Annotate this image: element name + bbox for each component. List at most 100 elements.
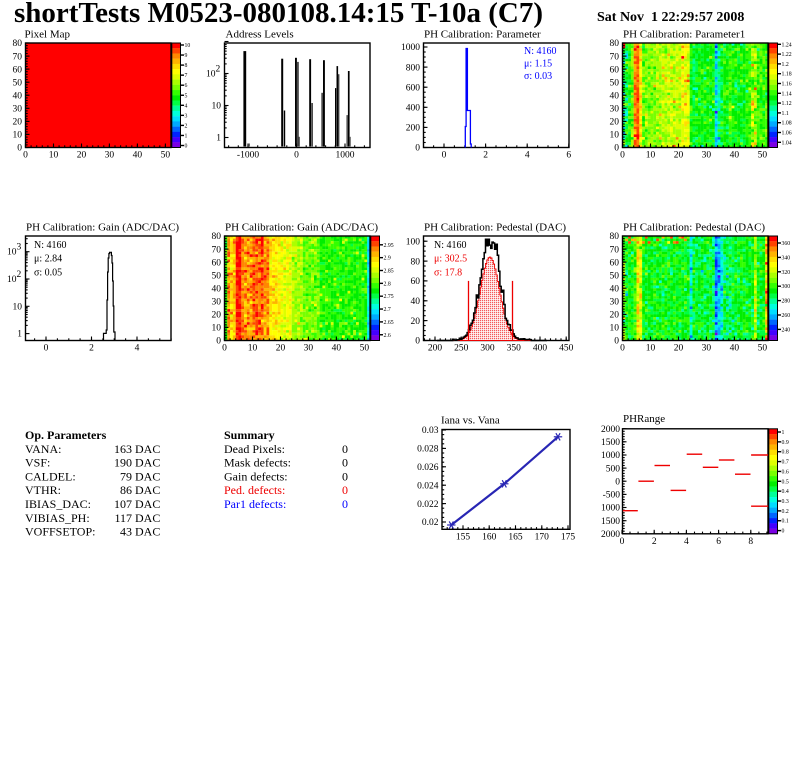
svg-text:0: 0 xyxy=(23,151,28,161)
svg-text:30: 30 xyxy=(105,151,115,161)
svg-text:PH Calibration: Gain (ADC/DAC): PH Calibration: Gain (ADC/DAC) xyxy=(26,222,179,234)
svg-text:30: 30 xyxy=(304,344,314,354)
svg-text:4: 4 xyxy=(185,103,188,109)
svg-text:20: 20 xyxy=(212,311,222,321)
svg-text:200: 200 xyxy=(428,344,443,354)
svg-text:7: 7 xyxy=(185,73,188,79)
svg-text:2: 2 xyxy=(185,123,188,129)
svg-text:50: 50 xyxy=(13,78,23,88)
svg-text:4: 4 xyxy=(135,344,140,354)
svg-text:80: 80 xyxy=(411,257,421,267)
svg-text:1000: 1000 xyxy=(401,43,420,53)
svg-text:250: 250 xyxy=(454,344,469,354)
svg-text:40: 40 xyxy=(13,92,23,102)
svg-text:350: 350 xyxy=(507,344,522,354)
svg-text:3: 3 xyxy=(185,113,188,119)
svg-text:20: 20 xyxy=(276,344,286,354)
svg-text:70: 70 xyxy=(13,52,23,62)
svg-text:50: 50 xyxy=(758,151,768,161)
svg-text:70: 70 xyxy=(610,52,620,62)
svg-text:40: 40 xyxy=(332,344,342,354)
svg-text:5: 5 xyxy=(185,93,188,99)
svg-text:800: 800 xyxy=(406,63,421,73)
svg-text:0: 0 xyxy=(415,337,420,347)
svg-text:1: 1 xyxy=(185,133,188,139)
svg-text:0: 0 xyxy=(620,151,625,161)
svg-text:0: 0 xyxy=(294,151,299,161)
svg-text:0: 0 xyxy=(222,344,227,354)
svg-text:2.85: 2.85 xyxy=(384,269,394,275)
svg-text:50: 50 xyxy=(610,78,620,88)
svg-text:9: 9 xyxy=(185,53,188,59)
svg-text:2.6: 2.6 xyxy=(384,333,391,339)
svg-text:2.95: 2.95 xyxy=(384,243,394,249)
svg-text:-1000: -1000 xyxy=(237,151,259,161)
svg-text:30: 30 xyxy=(212,298,222,308)
svg-text:6: 6 xyxy=(566,151,571,161)
svg-text:μ: 1.15: μ: 1.15 xyxy=(524,59,552,70)
svg-text:0: 0 xyxy=(216,337,221,347)
svg-text:0: 0 xyxy=(442,151,447,161)
svg-text:Address Levels: Address Levels xyxy=(226,29,294,41)
svg-text:N: 4160: N: 4160 xyxy=(434,240,467,251)
svg-text:30: 30 xyxy=(13,105,23,115)
svg-text:N: 4160: N: 4160 xyxy=(34,240,67,251)
svg-text:20: 20 xyxy=(13,118,23,128)
svg-text:50: 50 xyxy=(360,344,370,354)
svg-text:10: 10 xyxy=(646,151,656,161)
svg-text:40: 40 xyxy=(610,92,620,102)
svg-text:μ: 302.5: μ: 302.5 xyxy=(434,254,467,265)
svg-text:400: 400 xyxy=(533,344,548,354)
svg-text:1.1: 1.1 xyxy=(782,111,789,117)
svg-text:1.14: 1.14 xyxy=(782,91,792,97)
svg-text:μ: 2.84: μ: 2.84 xyxy=(34,254,62,265)
svg-text:1.16: 1.16 xyxy=(782,82,792,88)
svg-text:PH Calibration: Pedestal (DAC): PH Calibration: Pedestal (DAC) xyxy=(623,222,765,234)
svg-text:0: 0 xyxy=(44,344,49,354)
svg-text:10: 10 xyxy=(212,324,222,334)
svg-text:PH Calibration: Parameter: PH Calibration: Parameter xyxy=(424,29,541,41)
svg-text:60: 60 xyxy=(610,65,620,75)
svg-text:Pixel Map: Pixel Map xyxy=(25,29,71,41)
svg-text:10: 10 xyxy=(185,43,191,49)
svg-text:1000: 1000 xyxy=(336,151,355,161)
svg-text:10: 10 xyxy=(610,131,620,141)
svg-text:10: 10 xyxy=(212,102,222,112)
svg-text:2: 2 xyxy=(216,65,221,75)
svg-text:100: 100 xyxy=(406,237,421,247)
svg-text:Sat Nov 1 22:29:57 2008: Sat Nov 1 22:29:57 2008 xyxy=(597,10,744,25)
svg-text:10: 10 xyxy=(13,302,23,312)
svg-text:40: 40 xyxy=(212,284,222,294)
svg-text:0: 0 xyxy=(415,144,420,154)
svg-text:1.2: 1.2 xyxy=(782,62,789,68)
svg-text:400: 400 xyxy=(406,104,421,114)
svg-text:0: 0 xyxy=(614,144,619,154)
svg-text:80: 80 xyxy=(610,39,620,49)
svg-text:1.18: 1.18 xyxy=(782,72,792,78)
svg-text:30: 30 xyxy=(610,105,620,115)
svg-text:80: 80 xyxy=(212,232,222,242)
svg-text:σ: 17.8: σ: 17.8 xyxy=(434,267,462,278)
svg-text:10: 10 xyxy=(13,131,23,141)
svg-text:8: 8 xyxy=(185,63,188,69)
svg-text:60: 60 xyxy=(212,258,222,268)
svg-text:shortTests M0523-080108.14:15: shortTests M0523-080108.14:15 T-10a (C7) xyxy=(14,0,543,29)
svg-text:1: 1 xyxy=(216,134,221,144)
svg-text:2.65: 2.65 xyxy=(384,320,394,326)
svg-text:80: 80 xyxy=(13,39,23,49)
svg-text:PH Calibration: Gain (ADC/DAC): PH Calibration: Gain (ADC/DAC) xyxy=(225,222,378,234)
svg-text:0: 0 xyxy=(17,144,22,154)
svg-text:40: 40 xyxy=(411,297,421,307)
svg-text:1: 1 xyxy=(17,330,22,340)
svg-text:1.04: 1.04 xyxy=(782,140,792,146)
svg-text:200: 200 xyxy=(406,124,421,134)
svg-text:10: 10 xyxy=(248,344,258,354)
svg-text:1.06: 1.06 xyxy=(782,131,792,137)
svg-text:2.8: 2.8 xyxy=(384,281,391,287)
svg-text:2.7: 2.7 xyxy=(384,307,391,313)
svg-text:2: 2 xyxy=(483,151,488,161)
svg-text:1.08: 1.08 xyxy=(782,121,792,127)
svg-text:70: 70 xyxy=(212,245,222,255)
svg-text:2.9: 2.9 xyxy=(384,256,391,262)
svg-text:450: 450 xyxy=(559,344,574,354)
